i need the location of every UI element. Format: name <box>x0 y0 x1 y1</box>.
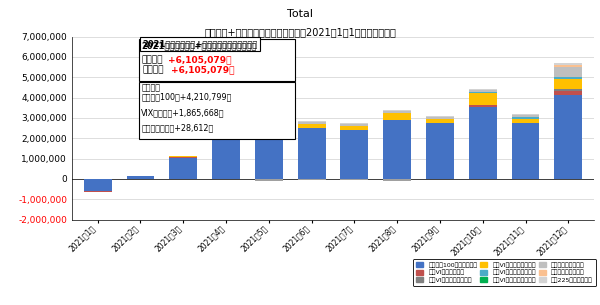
Bar <box>554 91 582 95</box>
Bar <box>426 117 454 119</box>
Bar <box>340 126 368 130</box>
Text: 2021年の評価損益+実現損益（累計）の変動: 2021年の評価損益+実現損益（累計）の変動 <box>142 41 257 50</box>
Text: 2021年の評価損益+実現損益（累計）の変動: 2021年の評価損益+実現損益（累計）の変動 <box>142 39 258 48</box>
Text: Total: Total <box>287 9 313 19</box>
Text: 全合計：: 全合計： <box>142 65 164 74</box>
Bar <box>340 124 368 126</box>
Bar <box>340 179 368 180</box>
Bar <box>469 107 497 179</box>
Text: 全合計：: 全合計： <box>142 56 163 65</box>
Bar <box>554 79 582 89</box>
Bar <box>383 179 411 181</box>
Text: 【内訳】: 【内訳】 <box>142 83 160 92</box>
Bar <box>255 128 283 132</box>
FancyBboxPatch shape <box>139 39 295 81</box>
Legend: イギリス100（評価損益）, 米国VI（評価損益）, 米国VIブル（評価損益）, 米国VIブル（実現損益）, 米国VIベア（評価損益）, 米国VIベア（実現損益: イギリス100（評価損益）, 米国VI（評価損益）, 米国VIブル（評価損益）,… <box>413 259 596 286</box>
Bar <box>469 92 497 93</box>
Bar <box>340 130 368 179</box>
Bar <box>84 179 112 191</box>
Text: +6,105,079円: +6,105,079円 <box>167 56 231 65</box>
Bar <box>383 120 411 179</box>
Text: その他　　：　+28,612円: その他 ： +28,612円 <box>142 124 214 133</box>
Bar <box>554 67 582 77</box>
Bar <box>169 156 197 158</box>
Bar <box>340 123 368 124</box>
Bar <box>554 65 582 67</box>
Bar <box>554 63 582 65</box>
Bar <box>298 122 326 124</box>
Bar <box>469 93 497 105</box>
Text: +6,105,079円: +6,105,079円 <box>171 65 235 74</box>
Bar <box>426 123 454 179</box>
Bar <box>298 124 326 128</box>
Bar <box>426 116 454 117</box>
Bar <box>554 89 582 91</box>
Bar <box>255 126 283 128</box>
Bar <box>554 95 582 179</box>
Bar <box>255 179 283 181</box>
Bar <box>383 111 411 113</box>
Bar <box>512 114 539 115</box>
FancyBboxPatch shape <box>139 82 295 139</box>
Bar <box>469 105 497 107</box>
Bar <box>84 191 112 192</box>
Bar <box>255 125 283 126</box>
Bar <box>469 89 497 90</box>
Bar <box>469 90 497 92</box>
Bar <box>212 134 240 136</box>
Text: VIX関連　：+1,865,668円: VIX関連 ：+1,865,668円 <box>142 108 225 117</box>
Bar <box>426 119 454 123</box>
Bar <box>212 136 240 179</box>
Bar <box>512 115 539 117</box>
Bar <box>298 121 326 122</box>
Bar <box>127 177 154 179</box>
Text: イギリス100：+4,210,799円: イギリス100：+4,210,799円 <box>142 92 232 102</box>
Bar <box>512 123 539 179</box>
Bar <box>298 179 326 180</box>
Bar <box>169 158 197 179</box>
Bar <box>512 117 539 119</box>
Text: 評価損益+実現損益（累計）の推移（2021年1月1日からの変動）: 評価損益+実現損益（累計）の推移（2021年1月1日からの変動） <box>204 27 396 38</box>
Bar <box>512 119 539 123</box>
Bar <box>554 77 582 79</box>
Bar <box>255 132 283 179</box>
Bar <box>383 113 411 120</box>
Bar <box>383 110 411 111</box>
Bar <box>298 128 326 179</box>
